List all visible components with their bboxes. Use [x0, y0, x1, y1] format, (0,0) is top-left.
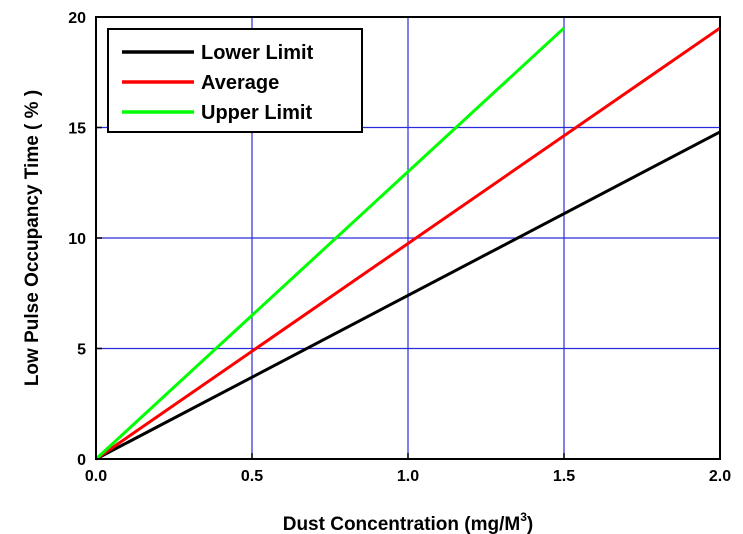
x-tick-label: 0.0 — [85, 468, 107, 485]
x-tick-label: 2.0 — [709, 468, 731, 485]
x-tick-label: 0.5 — [241, 468, 263, 485]
legend: Lower Limit Average Upper Limit — [107, 28, 363, 133]
axis-ticks — [95, 16, 721, 460]
series-line-upper-limit — [94, 26, 566, 461]
x-tick-labels: 0.0 0.5 1.0 1.5 2.0 — [85, 468, 731, 485]
y-tick-label: 5 — [77, 342, 86, 359]
series-line-lower-limit — [95, 130, 721, 461]
y-tick-label: 10 — [68, 231, 86, 248]
series-lines — [94, 26, 721, 461]
y-axis-title: Low Pulse Occupancy Time ( % ) — [22, 90, 43, 386]
legend-label-average: Average — [201, 72, 279, 94]
y-tick-labels: 0 5 10 15 20 — [68, 10, 86, 469]
y-tick-label: 20 — [68, 10, 86, 27]
series-line-average — [95, 26, 721, 461]
x-tick-label: 1.5 — [553, 468, 575, 485]
x-axis-title: Dust Concentration (mg/M3) — [283, 510, 534, 534]
legend-label-lower-limit: Lower Limit — [201, 42, 314, 64]
y-tick-label: 0 — [77, 452, 86, 469]
legend-label-upper-limit: Upper Limit — [201, 102, 312, 124]
y-tick-label: 15 — [68, 121, 86, 138]
x-tick-label: 1.0 — [397, 468, 419, 485]
